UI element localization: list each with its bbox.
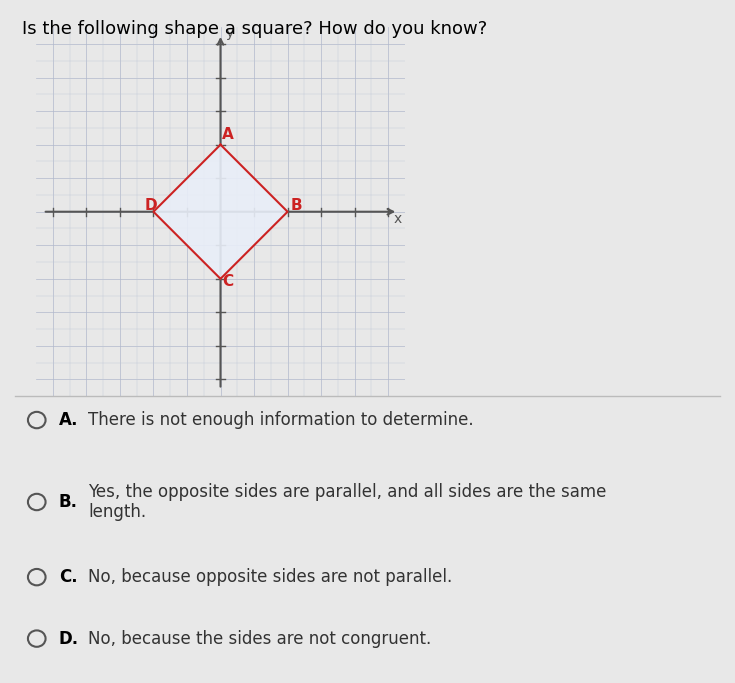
- Text: A: A: [222, 126, 234, 141]
- Text: No, because opposite sides are not parallel.: No, because opposite sides are not paral…: [88, 568, 453, 586]
- Text: D: D: [144, 198, 157, 213]
- Text: C: C: [222, 274, 233, 289]
- Text: x: x: [393, 212, 401, 227]
- Text: y: y: [226, 27, 234, 40]
- Text: C.: C.: [59, 568, 77, 586]
- Text: There is not enough information to determine.: There is not enough information to deter…: [88, 411, 474, 429]
- Text: Yes, the opposite sides are parallel, and all sides are the same
length.: Yes, the opposite sides are parallel, an…: [88, 483, 606, 521]
- Text: D.: D.: [59, 630, 79, 647]
- Text: B: B: [290, 198, 302, 213]
- Polygon shape: [154, 145, 287, 279]
- Text: Is the following shape a square? How do you know?: Is the following shape a square? How do …: [22, 20, 487, 38]
- Text: No, because the sides are not congruent.: No, because the sides are not congruent.: [88, 630, 431, 647]
- Text: A.: A.: [59, 411, 79, 429]
- Text: B.: B.: [59, 493, 78, 511]
